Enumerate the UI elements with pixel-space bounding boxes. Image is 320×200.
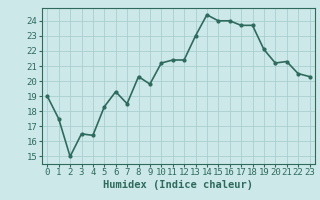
- X-axis label: Humidex (Indice chaleur): Humidex (Indice chaleur): [103, 180, 253, 190]
